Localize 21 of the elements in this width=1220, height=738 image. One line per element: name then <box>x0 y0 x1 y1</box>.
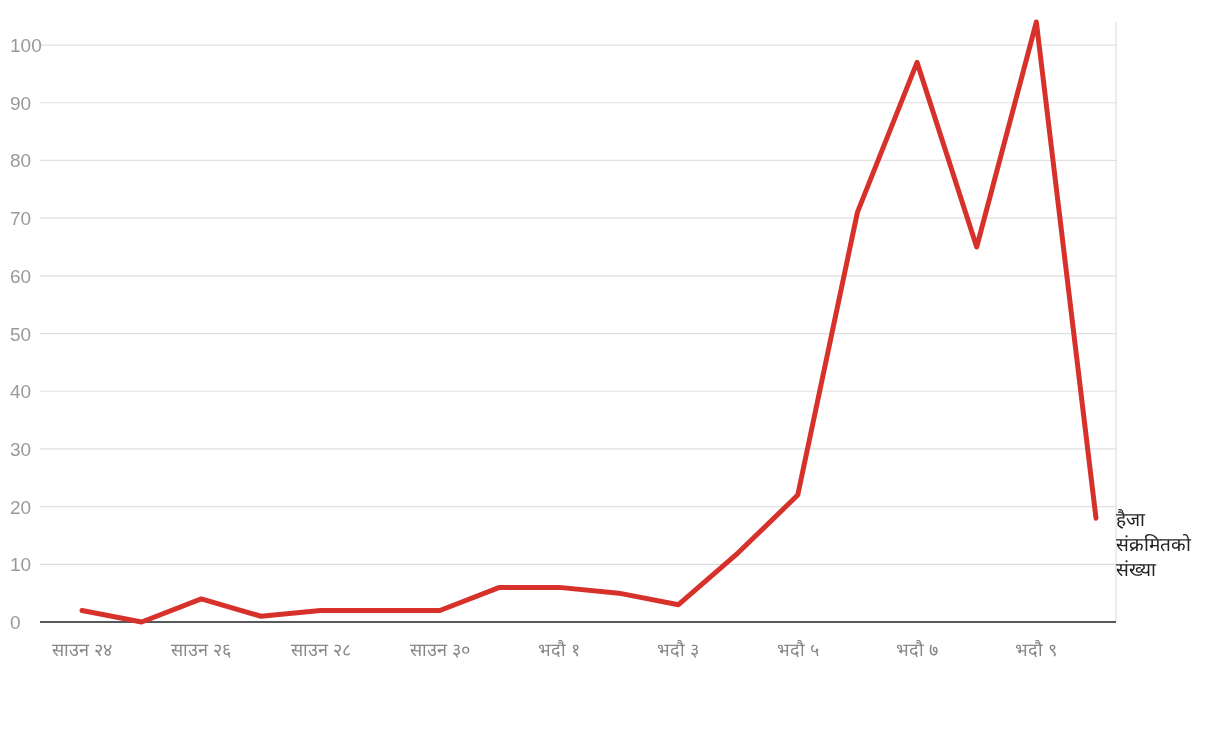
y-tick-label: 100 <box>10 35 42 57</box>
x-tick-label: साउन २४ <box>51 640 113 660</box>
y-tick-label: 80 <box>10 150 32 172</box>
y-tick-label: 10 <box>10 554 32 576</box>
y-tick-label: 30 <box>10 438 32 460</box>
y-tick-label: 50 <box>10 323 32 345</box>
y-tick-label: 0 <box>10 612 21 633</box>
y-tick-label: 60 <box>10 265 32 287</box>
x-tick-label: साउन ३० <box>409 640 470 660</box>
x-tick-label: साउन २६ <box>171 640 232 660</box>
y-tick-label: 40 <box>10 381 32 403</box>
x-tick-label: भदौ १ <box>538 639 581 660</box>
y-tick-label: 90 <box>10 92 32 114</box>
y-tick-label: 20 <box>10 496 32 518</box>
x-tick-label: भदौ ७ <box>896 639 939 660</box>
x-tick-label: भदौ ३ <box>657 639 700 660</box>
series-label: हैजा संक्रमितको संख्या <box>1116 508 1192 581</box>
x-tick-label: भदौ ९ <box>1015 639 1058 660</box>
y-tick-label: 70 <box>10 208 32 230</box>
x-tick-label: साउन २८ <box>290 640 351 660</box>
x-tick-label: भदौ ५ <box>776 639 819 660</box>
